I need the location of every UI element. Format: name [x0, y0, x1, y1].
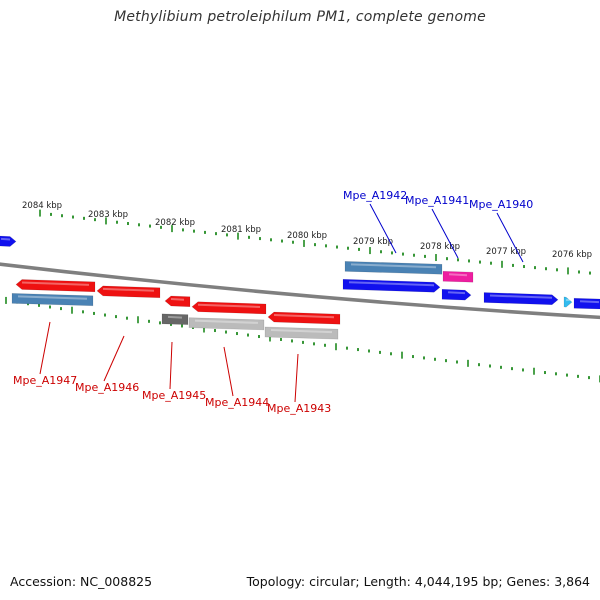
gene-label-mpe-a1940[interactable]: Mpe_A1940	[469, 198, 533, 211]
gene-label-mpe-a1942[interactable]: Mpe_A1942	[343, 189, 407, 202]
scale-label: 2081 kbp	[221, 225, 261, 235]
gene-leader-line	[496, 212, 524, 263]
gene-arrow-fragment-right-shine	[579, 300, 600, 304]
gene-leader-line	[294, 353, 299, 403]
gene-leader-line	[431, 208, 459, 259]
gene-leader-line	[369, 203, 397, 254]
gene-arrow-mpe-a1947[interactable]	[15, 279, 96, 293]
scale-labels: 2084 kbp 2083 kbp 2082 kbp 2081 kbp 2080 kbp…	[22, 201, 592, 260]
gene-label-mpe-a1944[interactable]: Mpe_A1944	[205, 396, 269, 409]
gene-labels[interactable]: Mpe_A1947Mpe_A1946Mpe_A1945Mpe_A1944Mpe_…	[13, 189, 533, 415]
gene-arrow-mpe-a1943-shine	[273, 314, 335, 319]
gene-arrow-mpe-a1941[interactable]	[441, 288, 472, 301]
gene-label-mpe-a1946[interactable]: Mpe_A1946	[75, 381, 139, 394]
scale-ticks-upper	[39, 209, 591, 275]
cds-box-mpe-a1947[interactable]	[11, 293, 94, 307]
scale-label: 2079 kbp	[353, 237, 393, 247]
cds-box-mpe-a1945[interactable]	[161, 313, 189, 325]
gene-arrow-mpe-a1945[interactable]	[164, 295, 191, 308]
gene-leader-line	[39, 321, 51, 375]
gene-label-mpe-a1943[interactable]: Mpe_A1943	[267, 402, 331, 415]
scale-label: 2083 kbp	[88, 210, 128, 220]
gene-leader-line	[223, 346, 234, 397]
scale-label: 2082 kbp	[155, 218, 195, 228]
gene-arrow-fragment-right[interactable]	[573, 297, 600, 310]
gene-arrow-mpe-a1942-shine	[348, 281, 435, 287]
gene-arrow-mpe-a1945-shine	[170, 297, 185, 301]
gene-arrow-mpe-a1944[interactable]	[191, 301, 267, 315]
cds-box-mpe-a1941-shine	[448, 273, 468, 277]
cds-box-mpe-a1943[interactable]	[264, 326, 339, 340]
cds-box-mpe-a1947-shine	[17, 295, 88, 300]
cds-box-mpe-a1944-shine	[194, 319, 259, 324]
genome-backbone	[0, 262, 600, 320]
cds-box-mpe-a1942-shine	[350, 263, 437, 269]
cds-box-mpe-a1945-shine	[167, 315, 183, 319]
cds-box-mpe-a1942[interactable]	[344, 261, 443, 275]
gene-arrow-fragment-left-shine	[0, 237, 11, 241]
gene-arrow-mpe-a1940[interactable]	[483, 292, 559, 306]
feature-track	[0, 235, 600, 340]
gene-arrow-mpe-a1943[interactable]	[267, 311, 341, 325]
gene-leader-line	[169, 341, 173, 390]
gene-arrow-fragment-left[interactable]	[0, 235, 17, 247]
scale-label: 2080 kbp	[287, 231, 327, 241]
scale-label: 2084 kbp	[22, 201, 62, 211]
gene-arrow-small-cyan[interactable]	[563, 296, 573, 308]
gene-arrow-mpe-a1940-shine	[489, 294, 553, 299]
gene-arrow-mpe-a1942[interactable]	[342, 278, 441, 293]
gene-arrow-mpe-a1946-shine	[102, 287, 155, 292]
scale-label: 2076 kbp	[552, 250, 592, 260]
gene-label-mpe-a1945[interactable]: Mpe_A1945	[142, 389, 206, 402]
gene-arrow-mpe-a1946[interactable]	[96, 285, 161, 299]
gene-arrow-mpe-a1944-shine	[197, 303, 261, 308]
cds-box-mpe-a1941[interactable]	[442, 270, 474, 283]
scale-label: 2077 kbp	[486, 247, 526, 257]
scale-label: 2078 kbp	[420, 242, 460, 252]
gene-leader-line	[103, 335, 125, 382]
gene-arrow-mpe-a1947-shine	[21, 281, 90, 286]
accession-text: Accession: NC_008825	[10, 574, 153, 589]
genome-summary-text: Topology: circular; Length: 4,044,195 bp…	[246, 574, 590, 589]
cds-box-mpe-a1944[interactable]	[188, 317, 265, 331]
scale-ticks-lower	[5, 296, 600, 383]
cds-box-mpe-a1943-shine	[270, 328, 333, 334]
gene-label-mpe-a1947[interactable]: Mpe_A1947	[13, 374, 77, 387]
genome-title: Methylibium petroleiphilum PM1, complete…	[114, 9, 486, 25]
gene-arrow-mpe-a1941-shine	[447, 291, 466, 295]
gene-label-mpe-a1941[interactable]: Mpe_A1941	[405, 194, 469, 207]
